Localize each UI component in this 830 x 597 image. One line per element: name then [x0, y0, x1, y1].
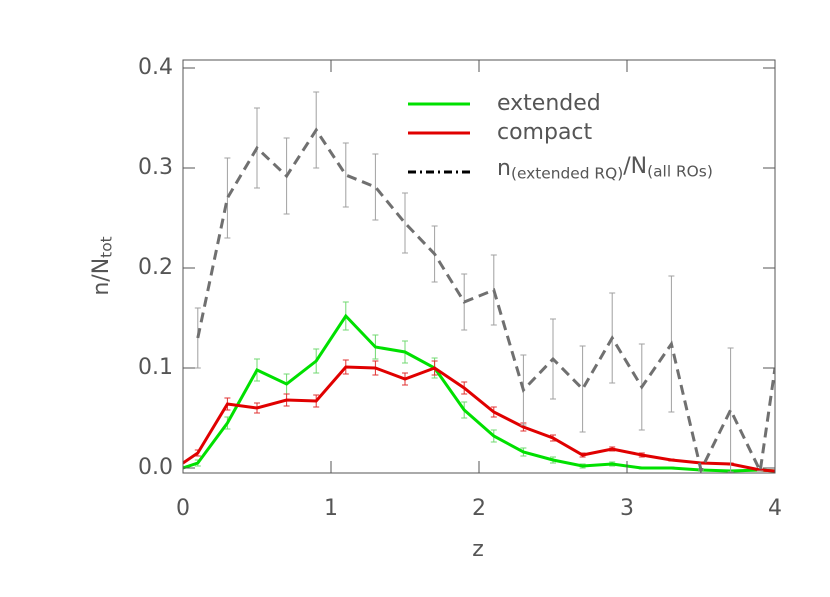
- x-tick-label: 3: [620, 496, 634, 521]
- y-axis-label: n/Ntot: [89, 236, 115, 295]
- text-part: /N: [623, 154, 647, 179]
- plot-frame: [182, 59, 776, 474]
- legend-label: compact: [497, 120, 593, 145]
- x-tick-label: 1: [324, 496, 338, 521]
- error-bar: [372, 153, 379, 221]
- series-line: [196, 127, 775, 473]
- error-bar: [402, 192, 408, 254]
- series-line: [183, 365, 775, 473]
- y-tick-label: 0.1: [138, 355, 173, 380]
- legend-label: extended: [497, 91, 601, 116]
- x-tick-label: 0: [176, 496, 190, 521]
- x-tick-label: 2: [472, 496, 486, 521]
- text-part: n/N: [89, 258, 114, 296]
- subscript: tot: [97, 236, 115, 258]
- legend-label: n(extended RQ)/N(all ROs): [497, 154, 713, 182]
- error-bar: [342, 142, 349, 208]
- error-bar: [579, 345, 586, 433]
- series-line: [183, 313, 775, 473]
- error-bar: [224, 157, 231, 239]
- text-part: n: [497, 156, 511, 181]
- subscript: (all ROs): [647, 162, 713, 180]
- error-bar: [727, 347, 734, 473]
- subscript: (extended RQ): [511, 164, 623, 182]
- y-tick-label: 0.4: [138, 55, 173, 80]
- y-tick-label: 0.2: [138, 255, 173, 280]
- plot-area: [183, 91, 775, 473]
- y-tick-label: 0.0: [138, 455, 173, 480]
- x-tick-label: 4: [768, 496, 782, 521]
- y-tick-label: 0.3: [138, 155, 173, 180]
- x-axis-label: z: [472, 537, 484, 562]
